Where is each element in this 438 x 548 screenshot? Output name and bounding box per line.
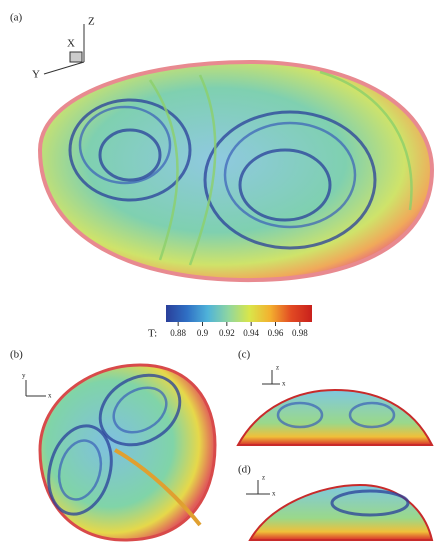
axis-label: x bbox=[282, 380, 286, 388]
flow-body-d bbox=[250, 485, 432, 540]
axis-label: y bbox=[22, 372, 26, 380]
axis-label: Y bbox=[32, 69, 40, 81]
flow-body-a bbox=[40, 62, 432, 280]
panel-label: (d) bbox=[238, 464, 251, 476]
colorbar-tick-label: 0.9 bbox=[197, 328, 209, 338]
panel-label: (c) bbox=[238, 349, 251, 361]
colorbar-tick-label: 0.88 bbox=[170, 328, 186, 338]
colorbar-ticks: 0.88 0.9 0.92 0.94 0.96 0.98 bbox=[170, 322, 308, 338]
panel-label: (a) bbox=[10, 12, 23, 24]
colorbar-label: T: bbox=[148, 328, 157, 340]
axis-label: x bbox=[272, 490, 276, 498]
figure: (a) Z X Y T: 0.88 0.9 0.92 0.94 0.96 0.98 (b)… bbox=[0, 0, 438, 548]
flow-body-b bbox=[39, 361, 215, 540]
axis-label: z bbox=[262, 474, 265, 482]
axis-label: x bbox=[48, 392, 52, 400]
axis-label: Z bbox=[88, 16, 95, 28]
axis-label: z bbox=[276, 364, 279, 372]
axis-label: X bbox=[67, 38, 75, 50]
colorbar-tick-label: 0.96 bbox=[268, 328, 284, 338]
flow-body-c bbox=[238, 390, 432, 445]
panel-label: (b) bbox=[10, 349, 23, 361]
colorbar-tick-label: 0.92 bbox=[219, 328, 235, 338]
colorbar-tick-label: 0.98 bbox=[292, 328, 308, 338]
colorbar bbox=[166, 305, 312, 322]
axis-triad bbox=[44, 24, 84, 74]
colorbar-tick-label: 0.94 bbox=[243, 328, 259, 338]
